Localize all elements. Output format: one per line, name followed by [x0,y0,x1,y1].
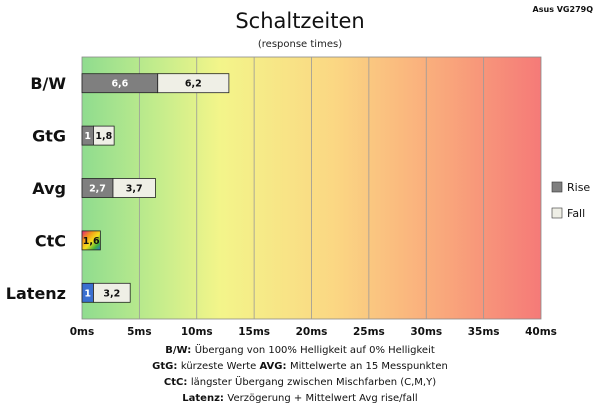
x-tick-label: 20ms [296,326,328,338]
chart-subtitle: (response times) [258,39,342,50]
category-labels: B/W GtG Avg CtC Latenz [6,74,67,303]
bars: 6,6 6,2 1 1,8 2,7 3,7 1,6 1 3,2 [81,73,230,303]
x-tick-label: 40ms [525,326,557,338]
category-label: GtG [32,127,66,146]
bar-label-rise: 1,6 [83,236,100,247]
grid-lines [138,57,485,319]
category-label: B/W [30,74,66,93]
category-label: Latenz [6,284,66,303]
bar-fall [157,73,230,94]
legend-label-rise: Rise [567,181,590,194]
bar-label-fall: 1,8 [95,131,112,142]
footnotes: B/W: Übergang von 100% Helligkeit auf 0%… [152,343,448,404]
bar-fall [93,125,115,146]
bar-label-fall: 6,2 [185,79,202,90]
x-tick-label: 35ms [468,326,500,338]
bar-label-rise: 1 [84,131,91,142]
bar-label-fall: 3,2 [103,288,120,299]
chart-title: Schaltzeiten [235,9,364,33]
footnote-bw: B/W: Übergang von 100% Helligkeit auf 0%… [165,343,435,356]
x-tick-label: 10ms [181,326,213,338]
bar-fall [112,178,156,198]
x-tick-label: 0ms [70,326,95,338]
x-tick-label: 25ms [353,326,385,338]
legend-label-fall: Fall [567,207,585,220]
bar-label-rise: 2,7 [89,184,106,195]
category-label: CtC [35,231,66,250]
bar-fall [93,282,131,303]
footnote-ctc: CtC: längster Übergang zwischen Mischfar… [164,375,436,388]
bar-label-fall: 3,7 [126,184,143,195]
x-axis-ticks: 0ms 5ms 10ms 15ms 20ms 25ms 30ms 35ms 40ms [70,326,557,338]
footnote-gtg-avg: GtG: kürzeste Werte AVG: Mittelwerte an … [152,361,448,372]
bar-label-rise: 6,6 [111,79,128,90]
x-tick-label: 5ms [127,326,152,338]
monitor-model-label: Asus VG279Q [533,5,594,14]
legend: Rise Fall [551,181,590,220]
x-tick-label: 30ms [410,326,442,338]
x-tick-label: 15ms [238,326,270,338]
legend-swatch-fall [551,207,563,219]
footnote-latenz: Latenz: Verzögerung + Mittelwert Avg ris… [182,393,417,404]
bar-label-rise: 1 [84,288,91,299]
legend-swatch-rise [551,181,563,193]
category-label: Avg [32,179,66,198]
bar-rise [81,230,101,251]
